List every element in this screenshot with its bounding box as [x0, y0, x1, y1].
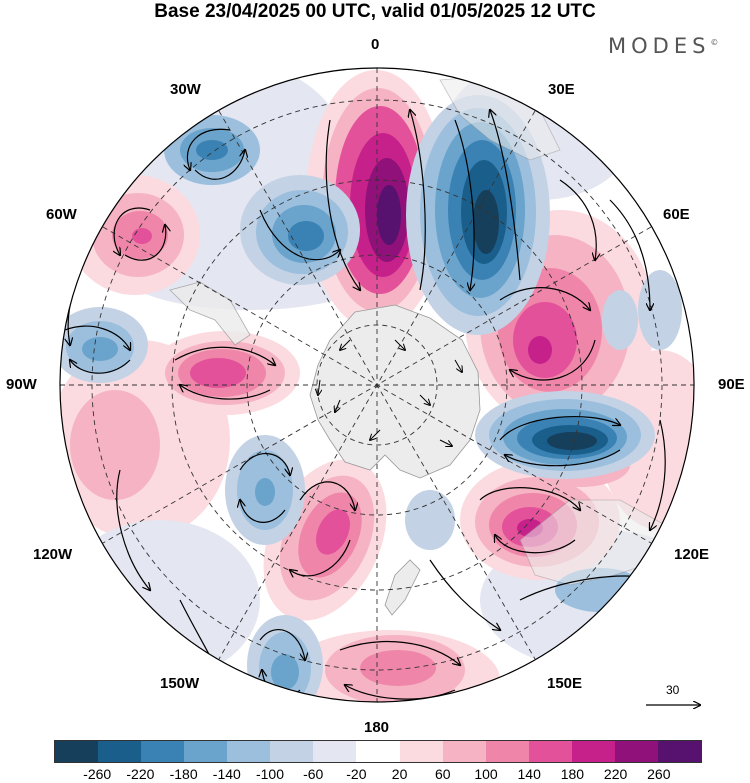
colorbar-segment	[270, 741, 314, 762]
colorbar-segment	[313, 741, 357, 762]
colorbar-tick-label: -180	[169, 766, 198, 782]
colorbar-tick-label: -20	[346, 766, 367, 782]
colorbar-segment	[184, 741, 228, 762]
colorbar-segment	[571, 741, 615, 762]
lon-label-120w: 120W	[33, 546, 73, 563]
lon-label-30e: 30E	[548, 81, 575, 98]
graticule	[60, 68, 694, 702]
lon-label-180: 180	[364, 719, 390, 736]
colorbar-tick-label: -100	[255, 766, 285, 782]
wind-streamlines	[65, 110, 666, 700]
colorbar-segment	[442, 741, 486, 762]
lon-label-30w: 30W	[170, 81, 201, 98]
colorbar-tick-label: -60	[303, 766, 324, 782]
antarctica-landmass	[309, 304, 481, 479]
lon-label-90e: 90E	[718, 376, 745, 393]
lon-label-150e: 150E	[547, 675, 583, 692]
lon-label-60e: 60E	[663, 206, 690, 223]
land-masses	[169, 74, 666, 616]
brand-mark: ©	[710, 38, 719, 47]
lon-label-150w: 150W	[160, 675, 200, 692]
brand-logo: MODES©	[608, 34, 718, 58]
brand-name: MODES	[608, 34, 711, 58]
colorbar-tick-label: -140	[212, 766, 241, 782]
colorbar-tick-label: -260	[83, 766, 112, 782]
colorbar-segment	[141, 741, 185, 762]
colorbar-tick-label: 180	[560, 766, 585, 782]
colorbar-tick-label: 100	[474, 766, 498, 782]
polar-stereographic-map	[59, 67, 750, 740]
reference-vector-label: 30	[666, 683, 680, 697]
colorbar-tick-labels: -260 -220 -180 -140 -100 -60 -20 20 60 100 140 180 2…	[0, 766, 750, 782]
colorbar-segment	[657, 741, 701, 762]
lon-label-0: 0	[371, 36, 380, 53]
colorbar-segment	[614, 741, 658, 762]
colorbar-tick-label: -220	[126, 766, 155, 782]
colorbar-segment	[528, 741, 572, 762]
colorbar-segment	[485, 741, 529, 762]
polar-wind-vectors	[318, 339, 462, 446]
colorbar-tick-label: 260	[647, 766, 671, 782]
map-boundary	[59, 67, 695, 703]
colorbar-segment	[399, 741, 443, 762]
colorbar	[54, 740, 702, 763]
lon-label-60w: 60W	[46, 206, 77, 223]
lon-label-90w: 90W	[6, 376, 37, 393]
lon-label-120e: 120E	[674, 546, 710, 563]
colorbar-segment	[356, 741, 400, 762]
colorbar-tick-label: 140	[517, 766, 541, 782]
colorbar-segment	[98, 741, 142, 762]
map-title: Base 23/04/2025 00 UTC, valid 01/05/2025…	[154, 1, 596, 22]
colorbar-tick-label: 20	[391, 766, 408, 782]
colorbar-segment	[55, 741, 99, 762]
colorbar-tick-label: 220	[603, 766, 628, 782]
south-america-landmass	[169, 281, 251, 346]
colorbar-tick-label: 60	[435, 766, 451, 782]
colorbar-segment	[227, 741, 271, 762]
new-zealand-landmass	[384, 559, 421, 616]
